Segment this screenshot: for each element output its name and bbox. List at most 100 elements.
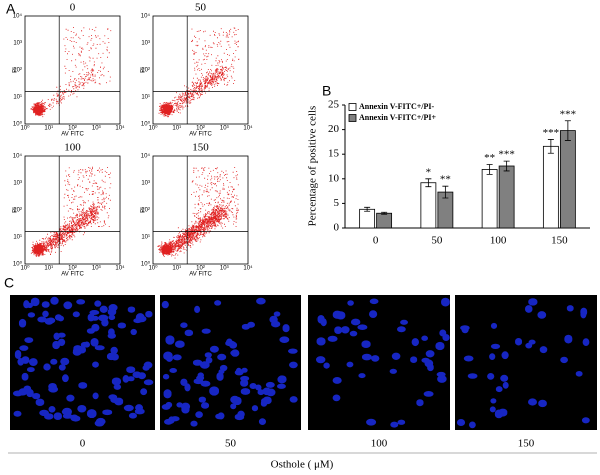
y-tick-label: 10¹ xyxy=(13,95,22,101)
image-label: 100 xyxy=(371,438,388,450)
bar xyxy=(420,182,437,229)
y-tick-label: 20 xyxy=(328,123,340,135)
error-bar xyxy=(486,164,493,175)
plot-title: 50 xyxy=(195,2,207,14)
x-tick-label: 10³ xyxy=(220,126,229,132)
flow-dots xyxy=(157,167,239,259)
x-tick-label: 10¹ xyxy=(172,266,181,272)
significance-label: * xyxy=(426,166,432,178)
y-tick-label: 10⁴ xyxy=(13,13,23,20)
y-axis-label: Percentage of positive cells xyxy=(307,106,319,227)
plot-title: 100 xyxy=(64,142,81,154)
y-tick-label: 10² xyxy=(13,208,22,214)
x-tick-label: 10² xyxy=(196,266,205,272)
x-axis-label: Osthole ( μM) xyxy=(271,459,334,471)
error-bar xyxy=(425,178,432,188)
image-label: 50 xyxy=(225,438,237,450)
x-tick-label: 10³ xyxy=(220,266,229,272)
y-axis-label: PI xyxy=(141,207,147,213)
x-tick-label: 10¹ xyxy=(44,126,53,132)
y-tick-label: 15 xyxy=(328,148,340,160)
flow-dots xyxy=(30,166,112,257)
y-axis-label: PI xyxy=(13,207,19,213)
legend-swatch xyxy=(348,114,357,122)
plot-title: 150 xyxy=(192,142,209,154)
y-tick-label: 25 xyxy=(328,99,340,111)
y-tick-label: 10⁴ xyxy=(141,13,151,20)
y-tick-label: 10⁰ xyxy=(13,121,23,128)
image-label: 0 xyxy=(80,438,86,450)
error-bar xyxy=(547,139,554,154)
x-axis-label: AV FITC xyxy=(189,272,212,278)
x-tick-label: 10⁴ xyxy=(243,125,253,132)
y-tick-label: 0 xyxy=(334,222,340,234)
significance-label: ** xyxy=(484,152,495,164)
y-tick-label: 10⁴ xyxy=(13,153,23,160)
y-tick-label: 10¹ xyxy=(13,235,22,241)
x-tick-label: 10⁴ xyxy=(115,125,125,132)
x-tick-label: 100 xyxy=(490,235,507,247)
image-label: 150 xyxy=(518,438,535,450)
error-bar xyxy=(364,206,371,212)
x-tick-label: 10³ xyxy=(92,126,101,132)
flow-dots xyxy=(158,27,240,118)
error-bar xyxy=(503,160,510,172)
significance-label: *** xyxy=(498,149,515,161)
y-tick-label: 10¹ xyxy=(141,235,150,241)
y-tick-label: 10⁰ xyxy=(141,261,151,268)
bar xyxy=(559,130,576,229)
y-tick-label: 10³ xyxy=(13,181,22,187)
x-tick-label: 10² xyxy=(68,266,77,272)
error-bar xyxy=(442,185,449,199)
legend-swatch xyxy=(348,103,357,111)
x-axis-label: AV FITC xyxy=(61,272,84,278)
bar xyxy=(481,169,498,229)
x-axis-label: AV FITC xyxy=(61,132,84,138)
y-tick-label: 10¹ xyxy=(141,95,150,101)
y-tick-label: 10³ xyxy=(141,41,150,47)
x-tick-label: 10⁰ xyxy=(148,265,158,272)
x-axis-label: AV FITC xyxy=(189,132,212,138)
y-tick-label: 10² xyxy=(13,68,22,74)
error-bar xyxy=(381,211,388,215)
panel-label: A xyxy=(6,1,16,17)
y-tick-label: 10⁴ xyxy=(141,153,151,160)
x-tick-label: 0 xyxy=(373,235,379,247)
x-tick-label: 10¹ xyxy=(44,266,53,272)
y-tick-label: 10² xyxy=(141,208,150,214)
nuclei xyxy=(315,297,450,428)
plot-title: 0 xyxy=(70,2,76,14)
legend-label: Annexin V-FITC+/PI- xyxy=(359,102,434,111)
x-tick-label: 10⁴ xyxy=(243,265,253,272)
y-axis-label: PI xyxy=(141,67,147,73)
flow-dots xyxy=(30,26,112,118)
legend-label: Annexin V-FITC+/PI+ xyxy=(359,113,436,122)
bar xyxy=(542,145,559,229)
significance-label: *** xyxy=(543,127,560,139)
y-tick-label: 5 xyxy=(334,197,340,209)
y-tick-label: 10⁰ xyxy=(13,261,23,268)
significance-label: ** xyxy=(440,174,451,186)
x-tick-label: 10¹ xyxy=(172,126,181,132)
bar xyxy=(376,212,393,229)
x-tick-label: 10⁰ xyxy=(20,265,30,272)
y-tick-label: 10³ xyxy=(13,41,22,47)
x-tick-label: 10² xyxy=(68,126,77,132)
x-tick-label: 10⁰ xyxy=(148,125,158,132)
x-tick-label: 10⁰ xyxy=(20,125,30,132)
x-tick-label: 10⁴ xyxy=(115,265,125,272)
y-tick-label: 10² xyxy=(141,68,150,74)
micrograph xyxy=(455,295,597,430)
panel-label: C xyxy=(4,275,14,291)
bar xyxy=(498,165,515,229)
error-bar xyxy=(564,120,571,141)
x-tick-label: 10² xyxy=(196,126,205,132)
y-tick-label: 10⁰ xyxy=(141,121,151,128)
x-tick-label: 10³ xyxy=(92,266,101,272)
x-tick-label: 50 xyxy=(431,235,443,247)
nuclei xyxy=(12,296,154,427)
panel-label: B xyxy=(322,83,331,99)
y-tick-label: 10 xyxy=(328,172,340,184)
